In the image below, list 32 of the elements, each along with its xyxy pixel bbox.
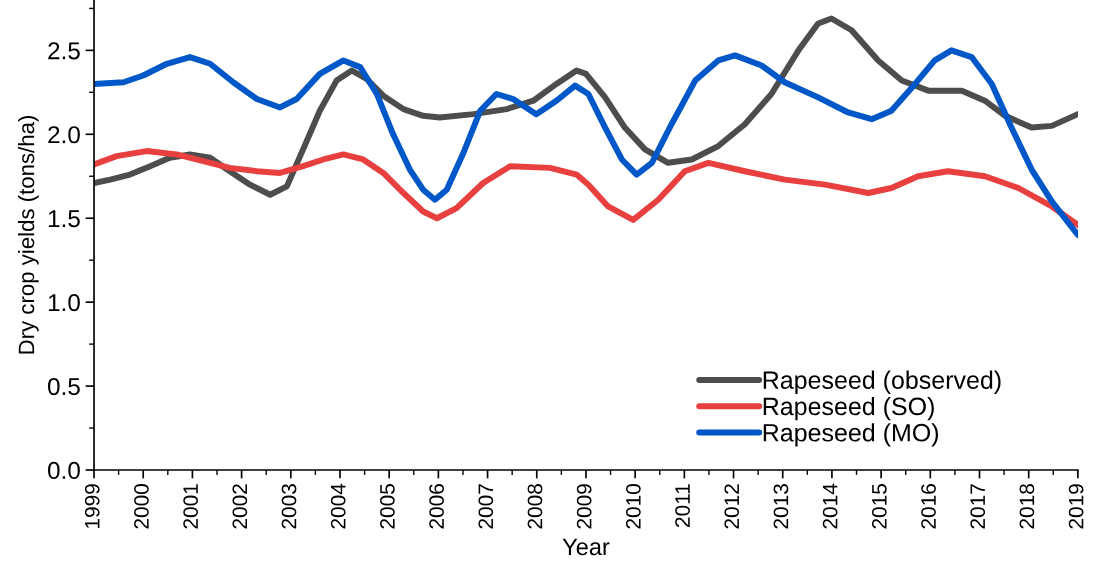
x-tick-label: 2019 <box>1068 484 1084 529</box>
x-tick-label: 2011 <box>675 484 690 527</box>
x-tick-label: 2007 <box>478 484 494 529</box>
x-tick-label: 2005 <box>380 484 395 529</box>
x-tick-label: 2006 <box>429 484 444 529</box>
x-tick-label: 2003 <box>281 484 297 529</box>
x-tick-label: 2010 <box>625 484 641 529</box>
x-tick-label: 2017 <box>970 484 986 529</box>
x-tick-label: 2014 <box>822 483 838 529</box>
y-tick-label: 0.0 <box>48 461 80 480</box>
x-tick-label: 2000 <box>134 484 149 529</box>
x-tick-label: 2012 <box>724 484 740 529</box>
y-axis-title: Dry crop yields (tons/ha) <box>18 115 39 354</box>
x-tick-label: 2002 <box>232 484 248 529</box>
x-tick-label: 2009 <box>576 484 592 529</box>
x-tick-label: 2016 <box>921 484 936 529</box>
x-tick-label: 2018 <box>1019 484 1035 529</box>
x-tick-label: 2013 <box>773 484 789 529</box>
y-tick-label: 0.5 <box>48 377 80 396</box>
y-tick-label: 2.0 <box>48 126 80 144</box>
legend-label: Rapeseed (SO) <box>763 396 934 421</box>
x-tick-label: 2015 <box>871 484 887 529</box>
x-tick-label: 2004 <box>330 483 346 529</box>
y-tick-label: 2.5 <box>48 42 80 60</box>
x-axis-title: Year <box>562 538 610 556</box>
legend-label: Rapeseed (observed) <box>763 370 1001 394</box>
x-tick-label: 1999 <box>84 484 100 528</box>
x-tick-label: 2001 <box>183 484 198 529</box>
y-tick-label: 1.5 <box>48 210 80 228</box>
y-tick-label: 1.0 <box>48 293 80 312</box>
x-tick-label: 2008 <box>527 484 543 529</box>
legend-label: Rapeseed (MO) <box>763 423 939 447</box>
